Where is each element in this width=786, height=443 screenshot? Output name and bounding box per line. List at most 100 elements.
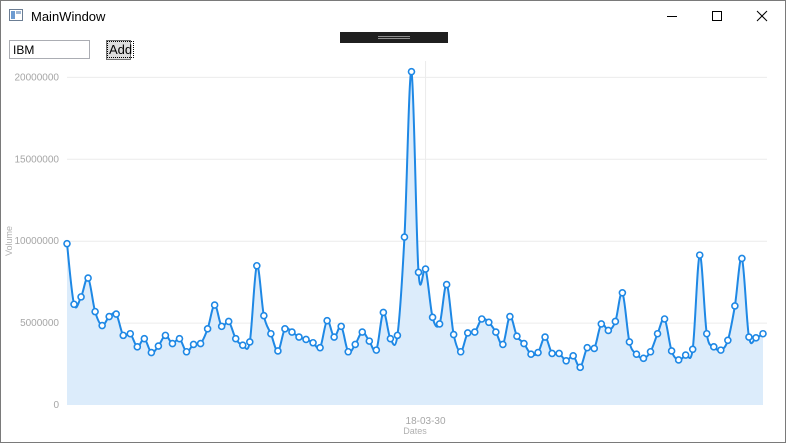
data-point <box>499 340 507 349</box>
close-button[interactable] <box>739 1 785 32</box>
data-point <box>84 274 92 282</box>
y-tick-label: 0 <box>53 400 59 411</box>
symbol-input[interactable] <box>9 40 90 59</box>
data-point <box>393 331 402 340</box>
data-point <box>745 333 753 341</box>
data-point <box>260 311 268 320</box>
data-point <box>541 333 549 341</box>
y-axis: 0 5000000 10000000 15000000 20000000 <box>15 72 60 411</box>
data-point <box>161 331 170 340</box>
y-tick-label: 10000000 <box>15 236 60 247</box>
data-point <box>618 288 627 297</box>
data-point <box>639 354 648 363</box>
data-point <box>681 351 690 359</box>
data-point <box>98 321 106 330</box>
data-point <box>189 340 198 349</box>
data-point <box>316 343 324 352</box>
data-point <box>724 336 732 345</box>
x-axis-title: Dates <box>403 426 427 436</box>
data-point <box>695 251 704 259</box>
data-point <box>133 343 142 351</box>
data-point <box>182 347 191 356</box>
y-tick-label: 5000000 <box>20 318 59 329</box>
data-point <box>119 331 128 340</box>
data-point <box>140 334 149 343</box>
data-point <box>112 310 121 318</box>
data-point <box>274 347 282 355</box>
data-point <box>752 334 760 342</box>
data-point <box>330 333 338 341</box>
x-axis: 18-03-3018-05-27 <box>406 416 446 427</box>
data-point <box>667 347 676 355</box>
data-point <box>365 337 374 345</box>
data-point <box>281 325 289 333</box>
data-point <box>527 350 535 359</box>
data-point <box>702 329 711 338</box>
data-point <box>407 67 416 76</box>
data-point <box>534 348 542 357</box>
maximize-button[interactable] <box>694 1 740 32</box>
data-point <box>604 326 613 335</box>
y-tick-label: 20000000 <box>15 72 60 83</box>
data-point <box>70 300 78 309</box>
data-point <box>203 325 212 333</box>
data-point <box>217 322 226 331</box>
data-point <box>302 335 310 344</box>
add-button-label: Add <box>107 41 135 58</box>
data-point <box>717 346 725 354</box>
data-point <box>147 348 156 357</box>
add-button[interactable]: Add <box>106 40 135 60</box>
data-point <box>597 320 606 328</box>
data-point <box>632 350 641 359</box>
data-point <box>611 317 620 326</box>
data-point <box>154 342 163 350</box>
minimize-button[interactable] <box>649 1 695 32</box>
data-point <box>674 356 683 364</box>
data-point <box>709 343 718 351</box>
data-point <box>569 352 577 360</box>
data-point <box>238 341 247 350</box>
data-point <box>351 340 360 349</box>
data-point <box>210 301 219 309</box>
data-point <box>590 344 599 353</box>
minimize-icon <box>667 16 677 17</box>
y-axis-title: Volume <box>4 226 14 256</box>
data-point <box>288 328 296 336</box>
data-point <box>660 315 669 323</box>
data-point <box>583 343 592 352</box>
data-point <box>337 322 345 331</box>
app-window-icon <box>9 9 23 21</box>
data-point <box>456 347 465 356</box>
data-point <box>63 239 71 248</box>
data-point <box>485 318 493 327</box>
data-point <box>435 320 444 328</box>
data-point <box>400 233 409 241</box>
drag-handle[interactable] <box>340 32 448 43</box>
data-point <box>442 280 451 289</box>
volume-chart: 0 5000000 10000000 15000000 20000000 18-03-3… <box>4 61 767 436</box>
data-point <box>688 345 697 354</box>
data-point <box>245 338 254 346</box>
data-point <box>358 328 367 336</box>
maximize-icon <box>712 11 722 21</box>
data-point <box>267 329 275 338</box>
data-point <box>576 363 585 372</box>
y-tick-label: 15000000 <box>15 154 60 165</box>
data-point <box>295 333 303 341</box>
data-point <box>421 265 430 273</box>
data-points <box>63 67 767 372</box>
data-point <box>253 261 261 270</box>
data-point <box>646 347 655 356</box>
data-point <box>506 312 514 321</box>
data-point <box>91 307 99 316</box>
data-point <box>386 334 395 343</box>
data-point <box>105 312 113 321</box>
data-point <box>372 346 381 354</box>
data-point <box>309 338 317 347</box>
title-bar[interactable]: MainWindow <box>1 1 785 32</box>
data-point <box>548 349 556 358</box>
window-title: MainWindow <box>31 9 106 24</box>
data-point <box>731 302 739 310</box>
data-point <box>470 328 479 336</box>
